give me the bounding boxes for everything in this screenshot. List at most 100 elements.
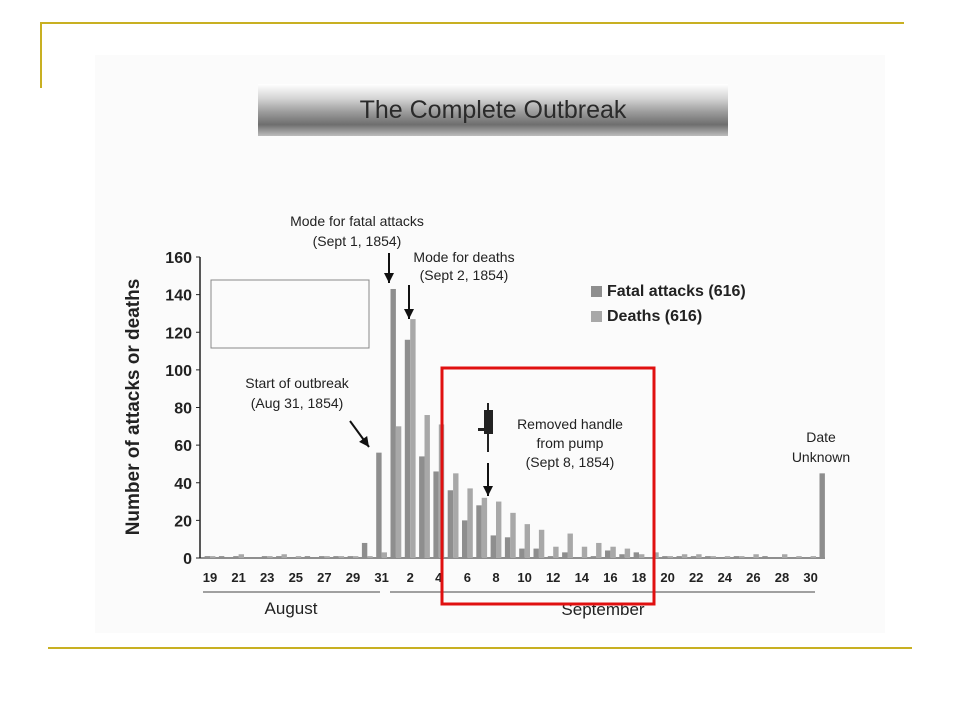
bar-deaths (538, 529, 545, 558)
bar-deaths (238, 554, 244, 558)
bar-fatal-attacks (347, 556, 353, 558)
empty-inset-box (210, 279, 370, 349)
bar-deaths (481, 497, 488, 558)
bar-deaths (267, 556, 273, 558)
bar-fatal-attacks (304, 556, 311, 558)
x-tick-label: 29 (346, 570, 360, 585)
bar-deaths (567, 533, 573, 558)
x-tick-label: 24 (718, 570, 733, 585)
arrow-start-outbreak-head (359, 435, 369, 447)
annotation-start-outbreak: (Aug 31, 1854) (251, 395, 344, 411)
bar-deaths (667, 556, 673, 558)
x-tick-label: 30 (803, 570, 817, 585)
bar-deaths (796, 556, 802, 558)
legend-label: Deaths (616) (607, 308, 702, 325)
bar-fatal-attacks (562, 552, 568, 558)
arrow-removed-handle-head (483, 486, 493, 496)
x-tick-label: 26 (746, 570, 760, 585)
x-tick-label: 25 (289, 570, 303, 585)
legend-label: Fatal attacks (616) (607, 283, 746, 300)
slide-left-rule (40, 22, 42, 88)
bar-fatal-attacks (733, 556, 740, 558)
bar-deaths (338, 556, 345, 558)
x-tick-label: 6 (464, 570, 471, 585)
annotation-mode-deaths: (Sept 2, 1854) (420, 267, 509, 283)
bar-fatal-attacks (590, 556, 597, 558)
x-tick-label: 22 (689, 570, 703, 585)
bar-deaths (395, 426, 402, 558)
bar-deaths (610, 546, 616, 558)
bar-deaths (739, 556, 745, 558)
bar-deaths (410, 319, 416, 558)
bar-fatal-attacks (361, 542, 368, 558)
bar-fatal-attacks (504, 537, 511, 558)
bar-fatal-attacks (690, 556, 697, 558)
x-tick-label: 16 (603, 570, 617, 585)
bar-fatal-attacks (404, 339, 411, 558)
bar-fatal-attacks (490, 535, 496, 558)
annotation-date-unknown: Unknown (792, 449, 850, 465)
y-tick-label: 40 (174, 476, 192, 493)
bar-deaths (753, 554, 759, 558)
bar-fatal-attacks (447, 490, 454, 558)
bar-fatal-attacks (619, 554, 625, 558)
bar-deaths (782, 554, 788, 558)
x-tick-label: 2 (407, 570, 414, 585)
bar-fatal-attacks (419, 456, 425, 558)
bar-fatal-attacks (762, 556, 768, 558)
y-tick-label: 120 (165, 325, 192, 342)
scanned-page (95, 55, 885, 633)
slide-top-rule (40, 22, 904, 24)
bar-fatal-attacks (662, 556, 668, 558)
bar-deaths (581, 546, 588, 558)
bar-fatal-attacks (376, 452, 382, 558)
x-tick-label: 31 (374, 570, 388, 585)
chart-title: The Complete Outbreak (359, 95, 627, 124)
x-tick-label: 23 (260, 570, 274, 585)
bar-deaths (424, 415, 430, 558)
bar-fatal-attacks (462, 520, 468, 558)
x-tick-label: 8 (492, 570, 499, 585)
x-tick-label: 14 (575, 570, 590, 585)
y-tick-label: 80 (174, 401, 192, 418)
legend-swatch (591, 286, 602, 297)
bar-deaths (453, 473, 459, 558)
arrow-mode-fatal-head (384, 273, 394, 283)
bar-fatal-attacks (633, 552, 639, 558)
bar-deaths (381, 552, 387, 558)
bar-deaths (467, 488, 473, 558)
bar-deaths (639, 554, 645, 558)
bar-fatal-attacks (476, 505, 482, 558)
bar-deaths (496, 501, 502, 558)
bar-fatal-attacks (204, 556, 210, 558)
bar-deaths (810, 556, 816, 558)
month-label-august: August (265, 599, 318, 618)
x-tick-label: 19 (203, 570, 217, 585)
bar-fatal-attacks (605, 550, 611, 558)
y-tick-label: 100 (165, 363, 192, 380)
y-tick-label: 20 (174, 513, 192, 530)
y-tick-label: 60 (174, 438, 192, 455)
x-tick-label: 4 (435, 570, 443, 585)
pump-icon-spout (478, 428, 485, 431)
bar-deaths (524, 524, 530, 558)
bar-deaths (367, 556, 373, 558)
x-tick-label: 27 (317, 570, 331, 585)
bar-fatal-attacks (261, 556, 268, 558)
bar-fatal-attacks (705, 556, 711, 558)
annotation-date-unknown: Date (806, 429, 836, 445)
y-tick-label: 0 (183, 551, 192, 568)
annotation-removed-handle: from pump (537, 435, 604, 451)
annotation-removed-handle: Removed handle (517, 416, 623, 432)
slide-bottom-rule (48, 647, 912, 649)
bar-deaths (281, 554, 287, 558)
bar-fatal-attacks (533, 548, 539, 558)
bar-deaths (353, 556, 359, 558)
annotation-start-outbreak: Start of outbreak (245, 375, 350, 391)
arrow-mode-deaths-head (404, 309, 414, 319)
bar-deaths (681, 554, 688, 558)
bar-fatal-attacks (819, 473, 825, 558)
bar-fatal-attacks (233, 556, 239, 558)
bar-fatal-attacks (333, 556, 339, 558)
